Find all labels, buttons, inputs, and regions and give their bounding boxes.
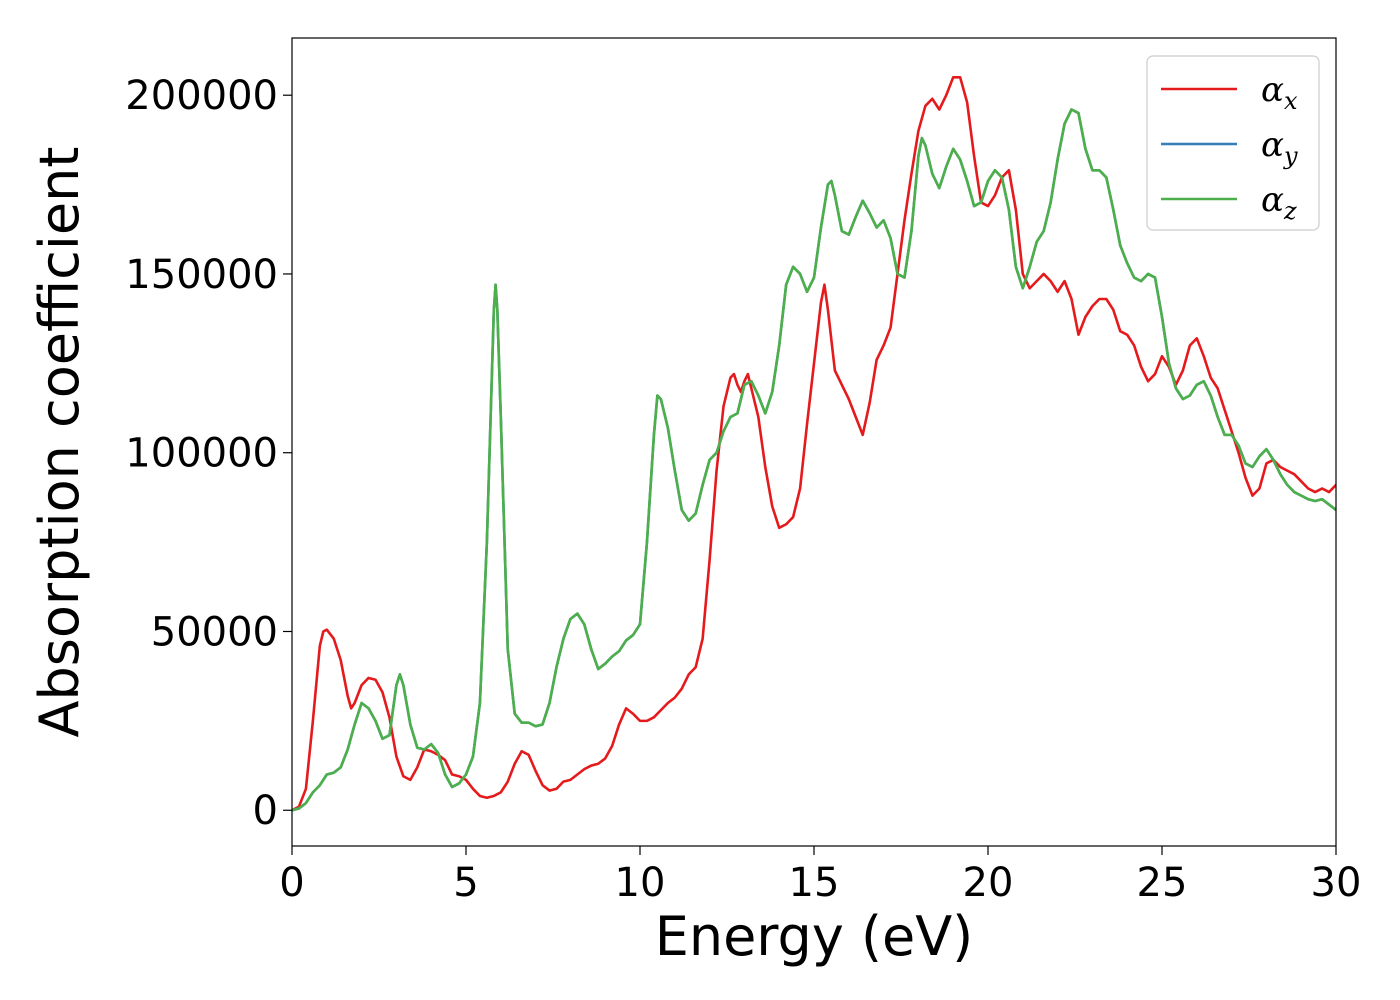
series-layer bbox=[292, 76, 1336, 812]
x-tick-label: 5 bbox=[453, 860, 478, 906]
x-tick-label: 20 bbox=[963, 860, 1014, 906]
series-line-alpha-x bbox=[292, 76, 1336, 812]
legend-label-alpha-x: αx bbox=[1261, 70, 1298, 115]
y-tick-label: 50000 bbox=[151, 609, 278, 655]
x-tick-label: 30 bbox=[1311, 860, 1362, 906]
x-axis: 0 5 10 15 20 25 30 bbox=[279, 846, 1361, 906]
x-tick-label: 15 bbox=[789, 860, 840, 906]
legend-label-alpha-z: αz bbox=[1261, 180, 1297, 225]
y-tick-label: 200000 bbox=[125, 73, 278, 119]
x-tick-label: 10 bbox=[615, 860, 666, 906]
y-axis: 0 50000 100000 150000 200000 bbox=[125, 73, 292, 834]
legend-label-alpha-y: αy bbox=[1261, 125, 1298, 170]
y-tick-label: 0 bbox=[253, 788, 278, 834]
x-tick-label: 0 bbox=[279, 860, 304, 906]
y-axis-label: Absorption coefficient bbox=[28, 147, 91, 738]
x-tick-label: 25 bbox=[1137, 860, 1188, 906]
legend: αx αy αz bbox=[1146, 55, 1320, 231]
series-line-alpha-z bbox=[292, 108, 1336, 812]
y-tick-label: 100000 bbox=[125, 431, 278, 477]
x-axis-label: Energy (eV) bbox=[655, 905, 974, 968]
y-tick-label: 150000 bbox=[125, 252, 278, 298]
